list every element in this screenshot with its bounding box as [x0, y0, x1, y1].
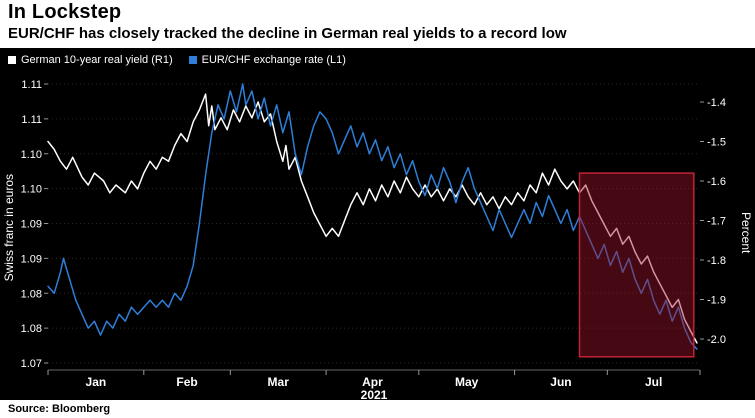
left-axis-tick-label: 1.09 [21, 253, 42, 265]
yield-series-line [47, 93, 698, 344]
legend-item-yield: German 10-year real yield (R1) [8, 54, 173, 66]
right-axis-tick-label: -1.5 [707, 137, 726, 149]
left-axis-tick-label: 1.08 [21, 323, 42, 335]
right-axis-tick-label: -1.4 [707, 97, 726, 109]
right-axis-tick-label: -1.7 [707, 216, 726, 228]
eurchf-series-swatch-icon [188, 56, 197, 64]
x-axis-month-label: Mar [268, 375, 290, 389]
left-axis-title: Swiss franc in euros [2, 174, 16, 282]
source-note: Source: Bloomberg [8, 403, 111, 415]
left-axis-tick-label: 1.07 [21, 358, 42, 370]
x-axis-month-label: Jun [550, 375, 571, 389]
yield-series-swatch-icon [8, 56, 16, 64]
legend-label-yield: German 10-year real yield (R1) [21, 54, 173, 66]
right-axis-tick-label: -1.9 [707, 295, 726, 307]
chart-legend: German 10-year real yield (R1) EUR/CHF e… [8, 54, 346, 66]
highlight-region [578, 172, 695, 358]
chart-panel: German 10-year real yield (R1) EUR/CHF e… [0, 48, 755, 400]
right-axis-title: Percent [739, 212, 753, 254]
legend-label-eurchf: EUR/CHF exchange rate (L1) [201, 54, 346, 66]
x-axis-month-label: Feb [176, 375, 197, 389]
left-axis-tick-label: 1.10 [21, 184, 42, 196]
page-title: In Lockstep [8, 1, 122, 23]
legend-item-eurchf: EUR/CHF exchange rate (L1) [188, 54, 346, 66]
chart-subtitle: EUR/CHF has closely tracked the decline … [8, 25, 567, 42]
x-axis-year-label: 2021 [361, 388, 388, 400]
left-axis-tick-label: 1.09 [21, 219, 42, 231]
eurchf-series-line [47, 83, 698, 350]
right-axis-tick-label: -2.0 [707, 334, 726, 346]
left-axis-tick-label: 1.08 [21, 288, 42, 300]
left-axis-tick-label: 1.10 [21, 149, 42, 161]
right-axis-tick-label: -1.8 [707, 255, 726, 267]
x-axis-month-label: Jul [645, 375, 662, 389]
right-axis-tick-label: -1.6 [707, 176, 726, 188]
x-axis-month-label: Jan [86, 375, 107, 389]
left-axis-tick-label: 1.11 [21, 79, 42, 91]
chart-canvas: Jan Feb Mar Apr May Jun Jul 2021 1.11 1.11 1.10 1.1… [21, 79, 726, 400]
x-axis-month-label: May [455, 375, 479, 389]
left-axis-tick-label: 1.11 [21, 114, 42, 126]
x-axis-month-label: Apr [362, 375, 383, 389]
